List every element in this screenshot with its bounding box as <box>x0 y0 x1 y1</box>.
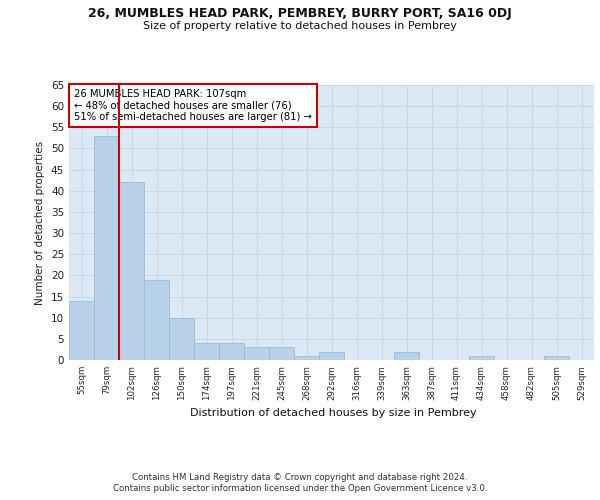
Text: Contains public sector information licensed under the Open Government Licence v3: Contains public sector information licen… <box>113 484 487 493</box>
Bar <box>144 280 169 360</box>
Bar <box>469 356 494 360</box>
Bar <box>319 352 344 360</box>
Bar <box>219 343 244 360</box>
Text: 26, MUMBLES HEAD PARK, PEMBREY, BURRY PORT, SA16 0DJ: 26, MUMBLES HEAD PARK, PEMBREY, BURRY PO… <box>88 8 512 20</box>
Bar <box>394 352 419 360</box>
Bar <box>194 343 219 360</box>
Text: 26 MUMBLES HEAD PARK: 107sqm
← 48% of detached houses are smaller (76)
51% of se: 26 MUMBLES HEAD PARK: 107sqm ← 48% of de… <box>74 89 312 122</box>
Y-axis label: Number of detached properties: Number of detached properties <box>35 140 46 304</box>
Text: Contains HM Land Registry data © Crown copyright and database right 2024.: Contains HM Land Registry data © Crown c… <box>132 472 468 482</box>
Bar <box>544 356 569 360</box>
Bar <box>119 182 144 360</box>
Text: Distribution of detached houses by size in Pembrey: Distribution of detached houses by size … <box>190 408 476 418</box>
Bar <box>269 348 294 360</box>
Bar <box>244 348 269 360</box>
Text: Size of property relative to detached houses in Pembrey: Size of property relative to detached ho… <box>143 21 457 31</box>
Bar <box>69 301 94 360</box>
Bar <box>94 136 119 360</box>
Bar <box>169 318 194 360</box>
Bar <box>294 356 319 360</box>
